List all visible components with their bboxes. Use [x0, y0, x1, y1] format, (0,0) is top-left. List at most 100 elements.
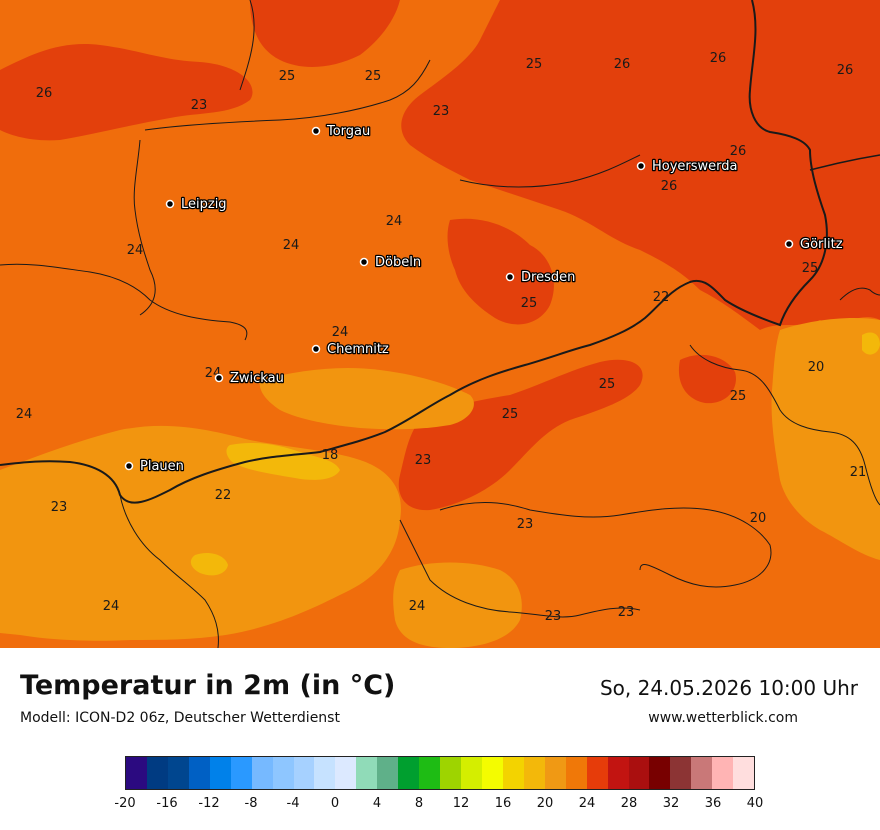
value-label: 18 [322, 448, 339, 463]
city-goerlitz[interactable]: Görlitz [784, 236, 844, 253]
border-poland [809, 154, 880, 171]
city-hoyerswerda[interactable]: Hoyerswerda [636, 158, 739, 175]
city-leipzig[interactable]: Leipzig [165, 196, 228, 213]
city-label: Görlitz [800, 237, 843, 252]
borders [0, 0, 880, 648]
border-east-czech [689, 344, 880, 506]
value-label: 23 [51, 500, 68, 515]
color-scale-swatch [565, 757, 587, 789]
value-label: 20 [808, 360, 825, 375]
color-scale-tick-label: 40 [746, 796, 764, 811]
city-chemnitz[interactable]: Chemnitz [311, 341, 390, 358]
color-scale-swatch [314, 757, 336, 789]
color-scale-tick-label: -16 [156, 796, 178, 811]
value-label: 24 [409, 599, 426, 614]
color-scale-swatch [523, 757, 545, 789]
color-scale-swatch [293, 757, 315, 789]
city-zwickau[interactable]: Zwickau [214, 370, 285, 387]
warm-zone-north [250, 0, 400, 67]
city-doebeln[interactable]: Döbeln [359, 254, 422, 271]
city-dot-icon [505, 272, 515, 282]
value-label: 26 [661, 179, 678, 194]
color-scale-swatch [544, 757, 566, 789]
value-label: 23 [191, 98, 208, 113]
forecast-datetime: So, 24.05.2026 10:00 Uhr [599, 676, 858, 700]
footer: Temperatur in 2m (in °C) Modell: ICON-D2… [0, 648, 880, 830]
color-scale-swatch [167, 757, 189, 789]
color-scale-swatch [607, 757, 629, 789]
warm-zone-east-small [678, 354, 736, 404]
city-dot-icon [124, 461, 134, 471]
border-lausitz [459, 154, 641, 188]
value-label: 24 [16, 407, 33, 422]
color-scale-swatch [377, 757, 399, 789]
value-label: 25 [502, 407, 519, 422]
value-label: 23 [517, 517, 534, 532]
value-label: 23 [618, 605, 635, 620]
city-label: Hoyerswerda [652, 159, 738, 174]
color-scale-tick-label: -12 [198, 796, 220, 811]
city-label: Zwickau [230, 371, 284, 386]
city-dot-icon [784, 239, 794, 249]
value-label: 24 [127, 243, 144, 258]
city-label: Plauen [140, 459, 184, 474]
value-label: 23 [433, 104, 450, 119]
color-scale-tick-label: 12 [452, 796, 470, 811]
value-label: 25 [730, 389, 747, 404]
value-label: 25 [521, 296, 538, 311]
color-scale-swatch [628, 757, 650, 789]
color-scale-swatch [461, 757, 482, 789]
color-scale-swatch [146, 757, 168, 789]
city-dot-icon [359, 257, 369, 267]
warm-zone-erzgebirge-east [398, 359, 643, 511]
border-west-saxony [119, 494, 219, 648]
value-label: 22 [215, 488, 232, 503]
value-label: 24 [332, 325, 349, 340]
website-link[interactable]: www.wetterblick.com [648, 710, 798, 726]
city-plauen[interactable]: Plauen [124, 458, 185, 475]
city-dresden[interactable]: Dresden [505, 269, 577, 286]
warm-zone-dresden [447, 218, 554, 325]
color-scale-tick-label: 28 [620, 796, 638, 811]
city-label: Chemnitz [327, 342, 389, 357]
cool-patch-east [862, 332, 880, 355]
color-scale-swatch [481, 757, 503, 789]
color-scale-swatch [691, 757, 713, 789]
color-scale-swatch [188, 757, 210, 789]
value-label: 26 [614, 57, 631, 72]
value-label: 26 [730, 144, 747, 159]
value-label: 20 [750, 511, 767, 526]
color-scale-tick-label: 16 [494, 796, 512, 811]
cool-patch-south [190, 553, 228, 576]
city-label: Döbeln [375, 255, 421, 270]
city-markers: Torgau Leipzig Hoyerswerda Döbeln Dresde… [124, 123, 844, 475]
color-scale-swatch [440, 757, 461, 789]
value-label: 23 [415, 453, 432, 468]
color-scale-ticks: -20 -16 -12 -8 -4 0 4 8 12 16 20 24 28 32 36 40 [114, 796, 763, 814]
color-scale-tick-label: 32 [662, 796, 680, 811]
city-torgau[interactable]: Torgau [311, 123, 372, 140]
border-leipzig-west [133, 139, 156, 316]
color-scale-swatch [586, 757, 608, 789]
cool-zone-southeast [771, 318, 880, 560]
color-scale-swatch [251, 757, 273, 789]
temperature-map[interactable]: 26 25 25 25 26 26 26 23 23 26 26 24 24 2… [0, 0, 880, 648]
value-label: 24 [103, 599, 120, 614]
city-label: Leipzig [181, 197, 227, 212]
color-scale-swatch [356, 757, 378, 789]
color-scale-swatch [126, 757, 147, 789]
value-label: 26 [710, 51, 727, 66]
color-scale-tick-label: -20 [114, 796, 136, 811]
border-bohemia [239, 0, 255, 91]
warm-zone-northwest [0, 44, 253, 141]
value-label: 24 [283, 238, 300, 253]
value-label: 25 [526, 57, 543, 72]
color-scale-swatch [398, 757, 420, 789]
color-scale-swatch [670, 757, 692, 789]
cool-patch-ridge [226, 442, 340, 480]
border-south-east [399, 519, 641, 618]
border-west-chemnitz [0, 263, 248, 341]
color-scale-tick-label: 8 [414, 796, 424, 811]
state-border-sachsen [0, 0, 828, 504]
value-labels: 26 25 25 25 26 26 26 23 23 26 26 24 24 2… [16, 51, 867, 624]
